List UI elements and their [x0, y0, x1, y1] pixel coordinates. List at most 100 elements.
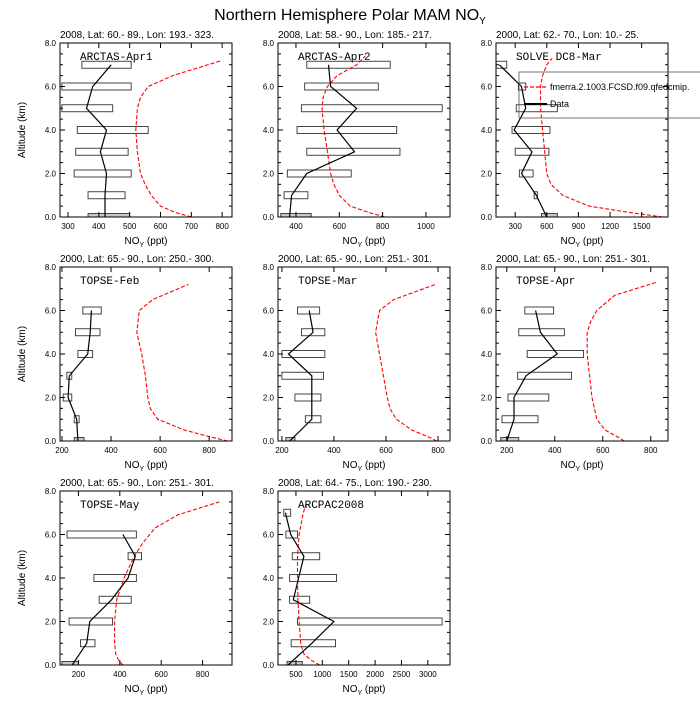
x-tick-label: 800 [376, 222, 390, 231]
y-axis-label: Altitude (km) [17, 102, 28, 158]
y-tick-label: 4.0 [45, 350, 57, 359]
y-tick-label: 4.0 [263, 126, 275, 135]
y-tick-label: 2.0 [45, 170, 57, 179]
x-label-main: NO [124, 684, 139, 695]
range-box [61, 661, 79, 665]
panel-7: 2000, Lat: 65.- 90., Lon: 251.- 301. 0.0 2… [17, 478, 233, 697]
x-tick-label: 400 [548, 446, 562, 455]
y-tick-label: 6.0 [45, 531, 57, 540]
y-tick-label: 4.0 [481, 126, 493, 135]
panel-label: TOPSE-May [80, 500, 140, 512]
range-box [518, 169, 534, 178]
panel-label: ARCPAC2008 [298, 500, 364, 512]
y-tick-label: 8.0 [263, 263, 275, 272]
model-line [586, 281, 657, 441]
range-box [61, 82, 132, 91]
range-box [290, 639, 336, 648]
x-label-unit: (ppt) [144, 236, 167, 247]
panel-subtitle: 2008, Lat: 58.- 90., Lon: 185.- 217. [278, 30, 432, 41]
y-tick-label: 0.0 [45, 213, 57, 222]
legend-model-label: fmerra.2.1003.FCSD.f09.qfedcmip. [550, 82, 690, 92]
panel-subtitle: 2000, Lat: 62.- 70., Lon: 10.- 25. [496, 30, 639, 41]
range-box [297, 306, 321, 315]
panel-2: 2008, Lat: 58.- 90., Lon: 185.- 217. 0.0 2… [263, 30, 451, 249]
plot-area [61, 501, 220, 665]
y-tick-label: 8.0 [263, 39, 275, 48]
x-label-main: NO [342, 460, 357, 471]
y-tick-label: 8.0 [45, 39, 57, 48]
x-label-unit: (ppt) [580, 236, 603, 247]
panel-1: 2008, Lat: 60.- 89., Lon: 193.- 323. 0.0 2… [17, 30, 233, 249]
range-box [514, 147, 550, 156]
x-axis-label: NOY (ppt) [560, 460, 603, 473]
x-tick-label: 800 [215, 222, 229, 231]
x-label-main: NO [560, 460, 575, 471]
model-line [321, 55, 385, 217]
x-tick-label: 600 [333, 222, 347, 231]
data-median-line [284, 512, 335, 665]
range-box [294, 393, 322, 402]
x-tick-label: 1500 [340, 670, 358, 679]
x-label-sub: Y [575, 466, 580, 473]
panel-label: TOPSE-Apr [516, 276, 575, 288]
plot-frame [59, 490, 233, 666]
range-box [82, 306, 102, 315]
y-tick-label: 6.0 [263, 531, 275, 540]
x-label-unit: (ppt) [362, 236, 385, 247]
x-tick-label: 400 [104, 446, 118, 455]
range-box [518, 328, 565, 337]
y-tick-label: 8.0 [481, 39, 493, 48]
x-tick-label: 800 [196, 670, 210, 679]
x-label-unit: (ppt) [362, 684, 385, 695]
x-tick-label: 200 [55, 446, 69, 455]
x-tick-label: 600 [153, 446, 167, 455]
y-tick-label: 4.0 [481, 350, 493, 359]
x-tick-label: 2500 [393, 670, 411, 679]
x-axis-label: NOY (ppt) [342, 460, 385, 473]
legend-box [518, 71, 700, 119]
range-box [73, 169, 132, 178]
range-box [68, 617, 114, 626]
y-tick-label: 0.0 [481, 213, 493, 222]
x-tick-label: 800 [644, 446, 658, 455]
x-axis-label: NOY (ppt) [342, 684, 385, 697]
x-label-unit: (ppt) [144, 460, 167, 471]
panel-label: ARCTAS-Apr2 [298, 52, 371, 64]
x-axis-label: NOY (ppt) [124, 684, 167, 697]
model-line [539, 57, 663, 217]
x-tick-label: 500 [123, 222, 137, 231]
range-box [286, 169, 352, 178]
panel-5: 2000, Lat: 65.- 90., Lon: 251.- 301. 0.02… [263, 254, 451, 473]
x-tick-label: 600 [540, 222, 554, 231]
model-line [375, 283, 437, 441]
range-box [87, 191, 126, 200]
x-label-sub: Y [575, 242, 580, 249]
range-box [98, 595, 132, 604]
x-tick-label: 200 [72, 670, 86, 679]
plot-frame [59, 266, 233, 442]
range-box [541, 213, 558, 217]
data-median-line [498, 64, 548, 217]
y-tick-label: 0.0 [263, 437, 275, 446]
range-box [291, 552, 321, 561]
range-box [76, 126, 149, 134]
y-tick-label: 6.0 [481, 83, 493, 92]
plot-frame [277, 490, 451, 666]
range-box [306, 147, 401, 156]
plot-frame [277, 266, 451, 442]
y-tick-label: 6.0 [263, 307, 275, 316]
x-label-sub: Y [357, 466, 362, 473]
y-tick-label: 2.0 [45, 394, 57, 403]
x-tick-label: 200 [275, 446, 289, 455]
y-tick-label: 6.0 [45, 83, 57, 92]
x-label-main: NO [124, 236, 139, 247]
range-box [80, 639, 96, 648]
panel-subtitle: 2000, Lat: 65.- 90., Lon: 251.- 301. [496, 254, 650, 265]
x-tick-label: 800 [203, 446, 217, 455]
range-box [283, 508, 292, 517]
x-tick-label: 700 [185, 222, 199, 231]
range-box [285, 530, 298, 539]
plot-area [500, 281, 657, 441]
panel-subtitle: 2000, Lat: 65.- 90., Lon: 251.- 301. [278, 254, 432, 265]
